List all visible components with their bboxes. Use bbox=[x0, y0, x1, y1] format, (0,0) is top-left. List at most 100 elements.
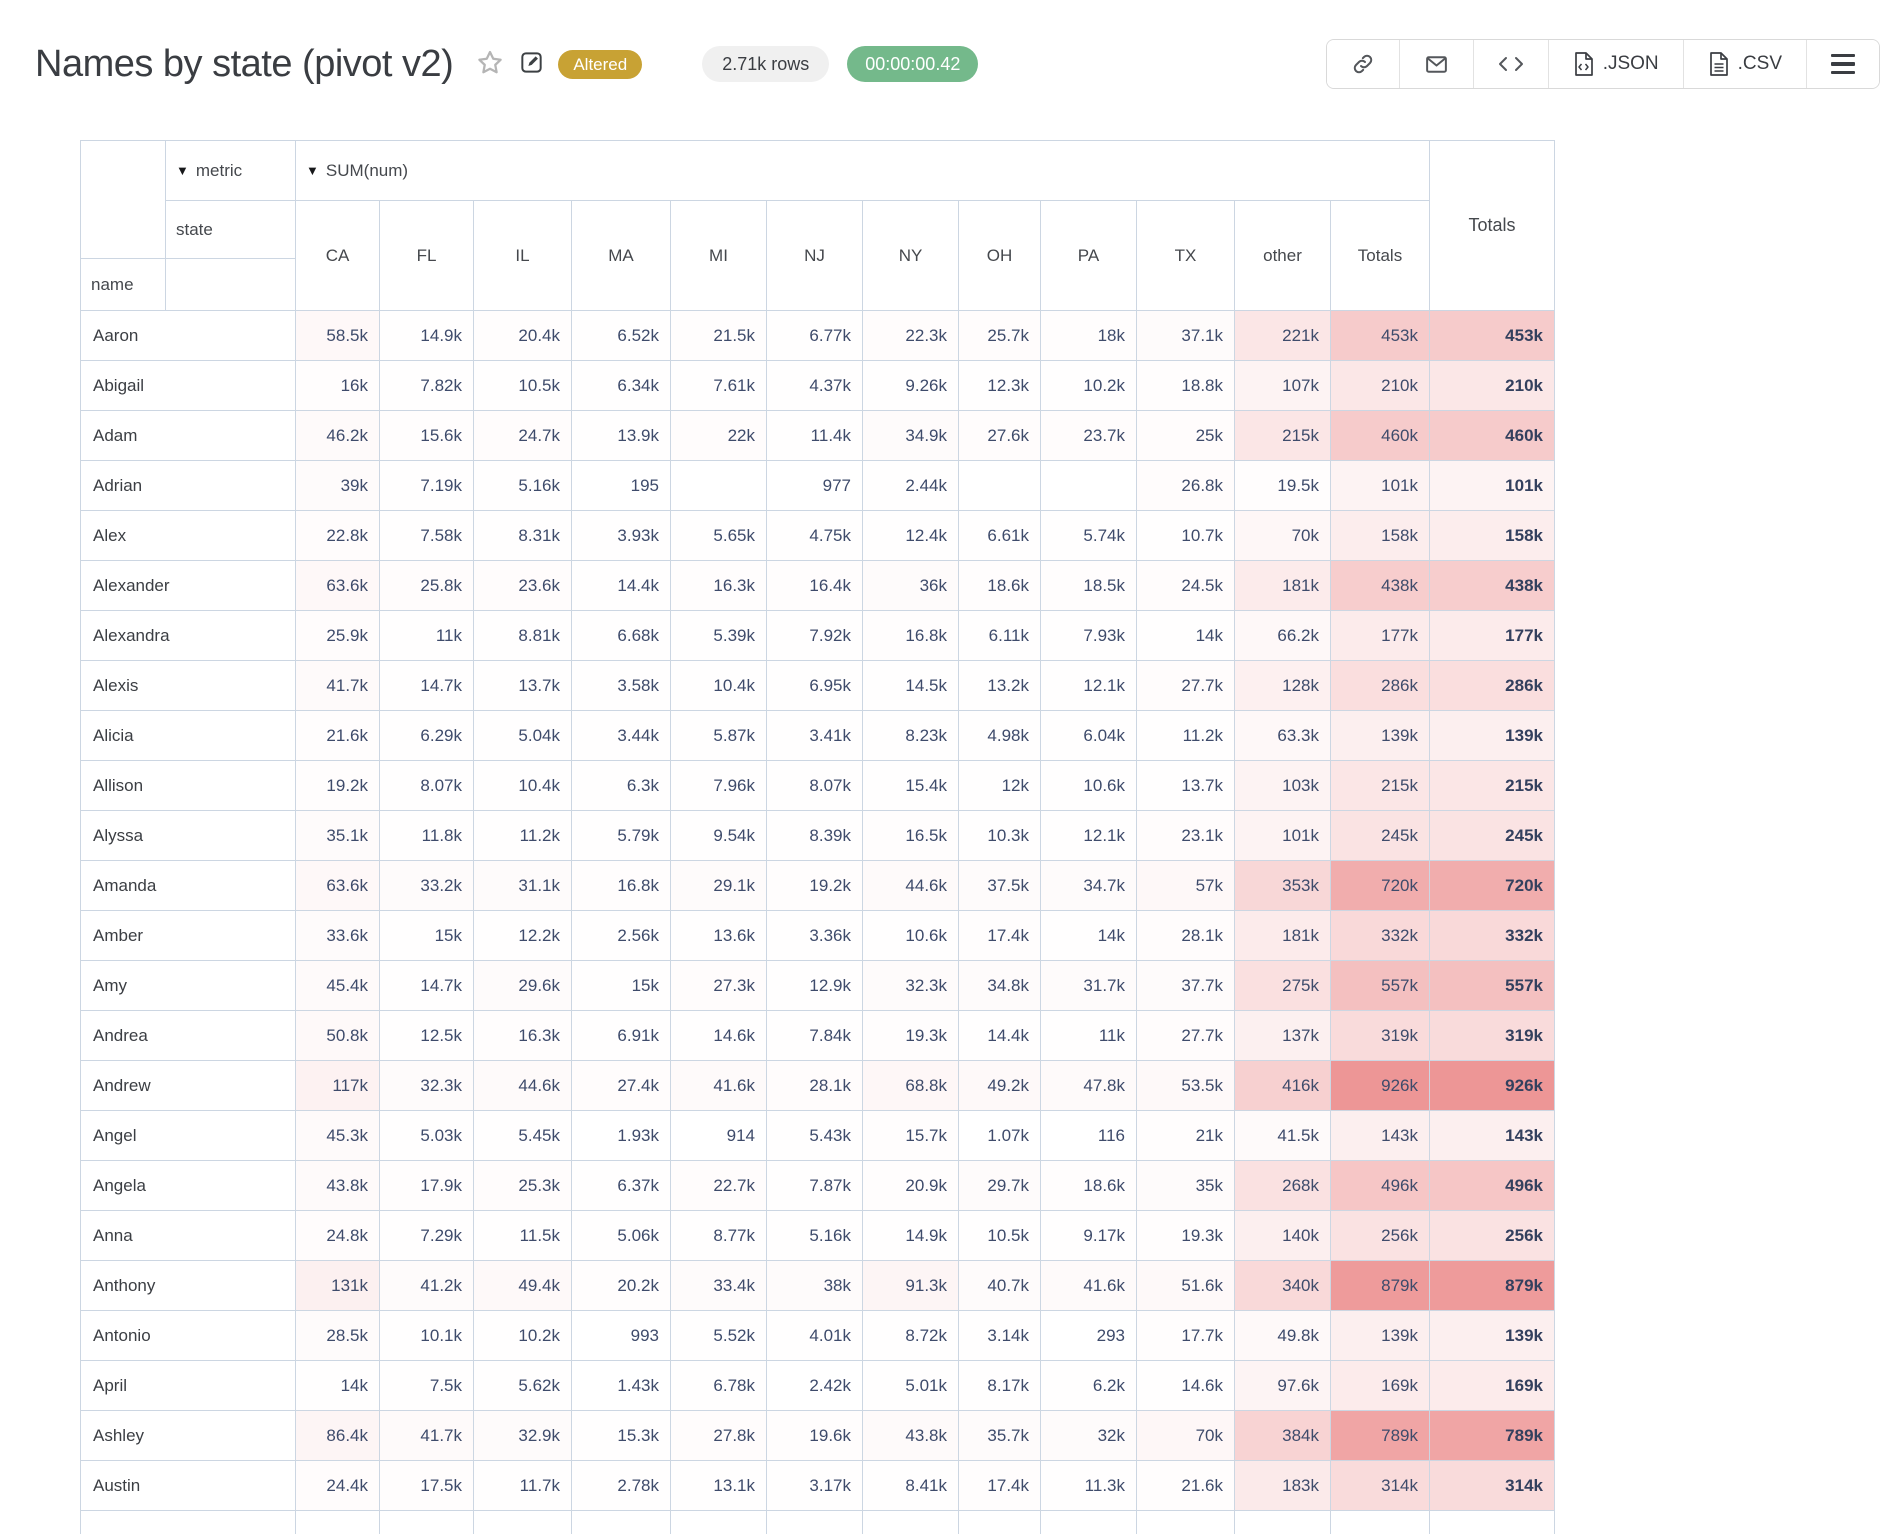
value-cell: 6.77k bbox=[766, 310, 863, 361]
value-cell: 10.3k bbox=[958, 810, 1041, 861]
value-cell: 43.8k bbox=[862, 1410, 959, 1461]
dropdown-caret-icon: ▼ bbox=[306, 162, 319, 178]
value-cell: 27.6k bbox=[958, 410, 1041, 461]
value-cell: 5.16k bbox=[473, 460, 572, 511]
table-row: Abigail 16k 7.82k 10.5k 6.34k 7.61k 4.37k 9.26k… bbox=[80, 360, 1555, 411]
pivot-table-container: ▼ metric ▼ SUM(num) Totals state CA FL IL MA M… bbox=[80, 140, 1892, 1534]
email-button[interactable] bbox=[1398, 40, 1473, 88]
download-json-button[interactable]: .JSON bbox=[1547, 40, 1683, 88]
value-cell: 3.58k bbox=[571, 660, 671, 711]
value-cell: 12k bbox=[958, 760, 1041, 811]
value-cell: 177k bbox=[1330, 610, 1430, 661]
value-cell: 32.3k bbox=[862, 960, 959, 1011]
value-cell: 57k bbox=[1136, 860, 1235, 911]
value-cell: 27.4k bbox=[571, 1060, 671, 1111]
value-cell: 15k bbox=[379, 910, 474, 961]
value-cell: 2.44k bbox=[862, 460, 959, 511]
value-cell: 158k bbox=[1330, 510, 1430, 561]
table-row: Alyssa 35.1k 11.8k 11.2k 5.79k 9.54k 8.39k 16.5… bbox=[80, 810, 1555, 861]
value-cell: 16.8k bbox=[571, 860, 671, 911]
value-cell: 6.29k bbox=[379, 710, 474, 761]
value-cell: 12.1k bbox=[1040, 810, 1137, 861]
value-cell: 41.2k bbox=[379, 1260, 474, 1311]
copy-link-button[interactable] bbox=[1326, 40, 1399, 88]
value-cell: 7.29k bbox=[379, 1210, 474, 1261]
value-cell: 4.75k bbox=[766, 510, 863, 561]
row-total-cell: 210k bbox=[1429, 360, 1555, 411]
more-options-button[interactable] bbox=[1806, 40, 1879, 88]
value-cell: 7.19k bbox=[379, 460, 474, 511]
value-cell: 91.3k bbox=[862, 1260, 959, 1311]
value-cell: 914 bbox=[670, 1110, 767, 1161]
value-cell: 139k bbox=[1330, 1310, 1430, 1361]
value-cell: 29.7k bbox=[958, 1160, 1041, 1211]
value-cell: 11k bbox=[379, 610, 474, 661]
favorite-star-button[interactable] bbox=[475, 48, 505, 81]
value-cell: 8.72k bbox=[862, 1310, 959, 1361]
value-cell: 66.2k bbox=[1234, 610, 1331, 661]
value-cell: 15.3k bbox=[571, 1410, 671, 1461]
value-cell: 32.9k bbox=[473, 1410, 572, 1461]
metric-header-label: metric bbox=[195, 160, 243, 180]
value-cell: 33.2k bbox=[379, 860, 474, 911]
corner-empty-cell bbox=[80, 140, 166, 259]
value-cell: 25.8k bbox=[379, 560, 474, 611]
value-cell: 10.4k bbox=[670, 660, 767, 711]
row-total-cell: 496k bbox=[1429, 1160, 1555, 1211]
value-cell: 319k bbox=[1330, 1010, 1430, 1061]
value-cell: 70k bbox=[1136, 1410, 1235, 1461]
row-total-cell: 215k bbox=[1429, 760, 1555, 811]
value-cell: 2.42k bbox=[766, 1360, 863, 1411]
envelope-icon bbox=[1424, 52, 1449, 77]
value-cell: 46.2k bbox=[295, 410, 380, 461]
value-cell: 314k bbox=[1330, 1460, 1430, 1511]
row-total-cell: 101k bbox=[1429, 460, 1555, 511]
value-cell: 11.2k bbox=[1136, 710, 1235, 761]
value-cell: 41.5k bbox=[1234, 1110, 1331, 1161]
row-total-cell: 143k bbox=[1429, 1110, 1555, 1161]
table-row: Andrew 117k 32.3k 44.6k 27.4k 41.6k 28.1k 68.8k… bbox=[80, 1060, 1555, 1111]
value-cell: 5.39k bbox=[670, 610, 767, 661]
value-cell: 9.54k bbox=[670, 810, 767, 861]
row-total-cell: 169k bbox=[1429, 1360, 1555, 1411]
row-name-cell: Anna bbox=[80, 1210, 296, 1261]
value-cell: 7.61k bbox=[670, 360, 767, 411]
value-cell: 24.4k bbox=[295, 1460, 380, 1511]
value-cell: 25.7k bbox=[958, 310, 1041, 361]
column-header-il: IL bbox=[473, 200, 572, 311]
download-csv-button[interactable]: .CSV bbox=[1682, 40, 1806, 88]
value-cell: 8.81k bbox=[473, 610, 572, 661]
sum-num-dropdown-header[interactable]: ▼ SUM(num) bbox=[295, 140, 1430, 201]
value-cell: 17.9k bbox=[379, 1160, 474, 1211]
hamburger-menu-icon bbox=[1831, 53, 1855, 75]
value-cell: 11.7k bbox=[473, 1460, 572, 1511]
row-totals-column-header: Totals bbox=[1429, 140, 1555, 311]
value-cell: 183k bbox=[1234, 1460, 1331, 1511]
value-cell: 13.6k bbox=[670, 910, 767, 961]
value-cell: 44.6k bbox=[473, 1060, 572, 1111]
value-cell: 117k bbox=[295, 1060, 380, 1111]
value-cell bbox=[958, 460, 1041, 511]
value-cell: 36k bbox=[862, 560, 959, 611]
value-cell: 12.4k bbox=[862, 510, 959, 561]
row-name-cell: Austin bbox=[80, 1460, 296, 1511]
value-cell: 3.14k bbox=[958, 1310, 1041, 1361]
value-cell: 16.4k bbox=[766, 560, 863, 611]
value-cell: 63.6k bbox=[295, 860, 380, 911]
page-title: Names by state (pivot v2) bbox=[35, 42, 454, 85]
json-file-icon bbox=[1573, 51, 1595, 77]
value-cell: 10.6k bbox=[1040, 760, 1137, 811]
row-total-cell: 286k bbox=[1429, 660, 1555, 711]
row-total-cell: 453k bbox=[1429, 310, 1555, 361]
value-cell: 38k bbox=[766, 1260, 863, 1311]
csv-button-label: .CSV bbox=[1737, 53, 1782, 74]
embed-code-button[interactable] bbox=[1472, 40, 1548, 88]
edit-title-button[interactable] bbox=[519, 50, 544, 78]
metric-dropdown-header[interactable]: ▼ metric bbox=[165, 140, 296, 201]
column-header-tx: TX bbox=[1136, 200, 1235, 311]
value-cell: 6.11k bbox=[958, 610, 1041, 661]
value-cell: 10.1k bbox=[379, 1310, 474, 1361]
value-cell: 37.5k bbox=[958, 860, 1041, 911]
row-name-cell: Angel bbox=[80, 1110, 296, 1161]
value-cell: 24.7k bbox=[473, 410, 572, 461]
